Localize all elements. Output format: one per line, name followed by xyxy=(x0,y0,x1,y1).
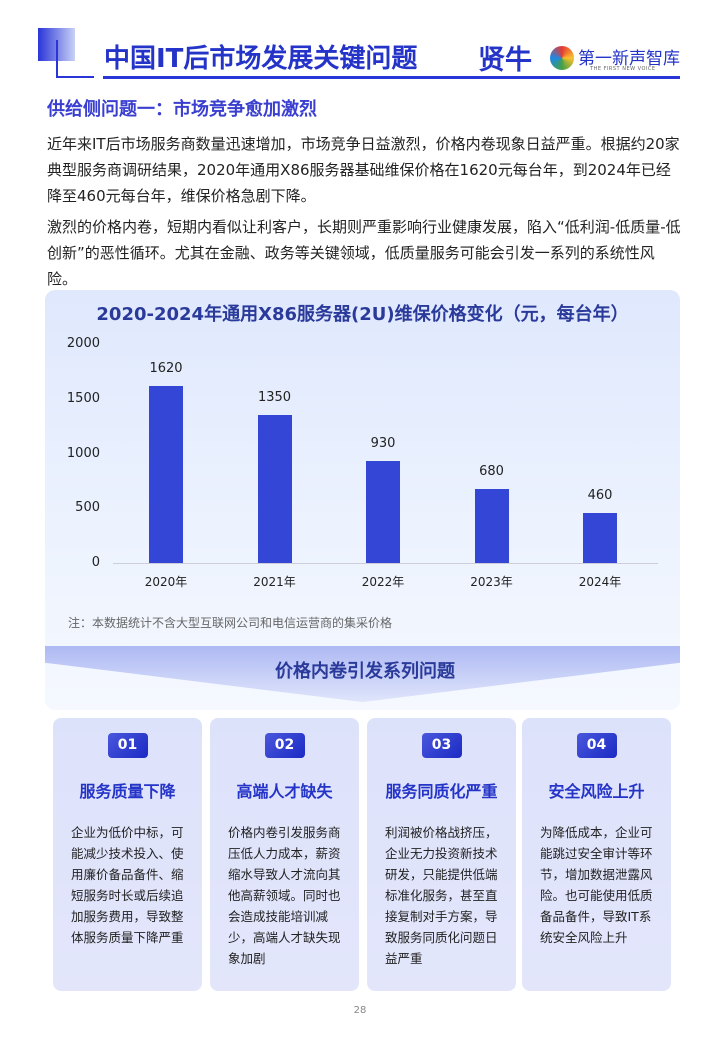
brand-logo: 贤牛 xyxy=(478,45,532,76)
paragraph: 近年来IT后市场服务商数量迅速增加，市场竞争日益激烈，价格内卷现象日益严重。根据… xyxy=(47,135,680,205)
x-tick-label: 2024年 xyxy=(578,575,622,589)
header-decoration-outline xyxy=(56,40,94,78)
issue-card: 01 服务质量下降企业为低价中标，可能减少技术投入、使用廉价备品备件、缩短服务时长… xyxy=(53,718,202,991)
card-number-badge: 03 xyxy=(421,733,462,758)
chart-title: 2020-2024年通用X86服务器(2U)维保价格变化（元，每台年） xyxy=(96,304,629,325)
data-label: 460 xyxy=(587,487,613,503)
chart-note: 注：本数据统计不含大型互联网公司和电信运营商的集采价格 xyxy=(68,616,393,630)
bar xyxy=(257,415,292,563)
logo-subtext: THE FIRST NEW VOICE xyxy=(590,66,656,72)
card-title: 服务质量下降 xyxy=(79,782,176,801)
x-tick-label: 2022年 xyxy=(361,575,405,589)
y-tick-label: 500 xyxy=(75,500,100,516)
data-label: 930 xyxy=(370,436,396,452)
title-underline xyxy=(103,76,680,79)
page-number: 28 xyxy=(353,1005,367,1016)
data-label: 1350 xyxy=(257,390,292,406)
paragraph: 激烈的价格内卷，短期内看似让利客户，长期则严重影响行业健康发展，陷入“低利润-低… xyxy=(47,218,681,288)
card-body: 为降低成本，企业可能跳过安全审计等环节，增加数据泄露风险。也可能使用低质备品备件… xyxy=(540,825,653,945)
y-tick-label: 1500 xyxy=(66,390,100,406)
card-body: 价格内卷引发服务商压低人力成本，薪资缩水导致人才流向其他高薪领域。同时也会造成技… xyxy=(228,825,341,966)
y-tick-label: 0 xyxy=(91,555,100,570)
section-title: 供给侧问题一：市场竞争愈加激烈 xyxy=(47,99,317,120)
y-tick-label: 1000 xyxy=(66,445,100,461)
data-label: 1620 xyxy=(149,360,183,376)
x-tick-label: 2021年 xyxy=(253,575,296,589)
card-title: 服务同质化严重 xyxy=(385,782,498,801)
issue-card: 03 服务同质化严重利润被价格战挤压，企业无力投资新技术研发，只能提供低端标准化服… xyxy=(367,718,516,991)
issue-card: 02 高端人才缺失价格内卷引发服务商压低人力成本，薪资缩水导致人才流向其他高薪领域… xyxy=(210,718,359,991)
card-number-badge: 04 xyxy=(576,733,617,758)
x-tick-label: 2020年 xyxy=(144,575,188,589)
logo-icon xyxy=(550,46,574,70)
card-body: 利润被价格战挤压，企业无力投资新技术研发，只能提供低端标准化服务，甚至直接复制对… xyxy=(385,825,498,966)
page-title: 中国IT后市场发展关键问题 xyxy=(104,44,418,74)
x-axis xyxy=(113,563,658,564)
card-number-badge: 02 xyxy=(264,733,305,758)
card-number-badge: 01 xyxy=(107,733,148,758)
banner-title: 价格内卷引发系列问题 xyxy=(275,661,455,682)
bar xyxy=(149,385,183,563)
bar xyxy=(474,488,509,563)
card-title: 安全风险上升 xyxy=(548,782,645,801)
bar-chart: 2020-2024年通用X86服务器(2U)维保价格变化（元，每台年） 0 500… xyxy=(45,290,680,710)
y-tick-label: 2000 xyxy=(66,336,100,351)
card-title: 高端人才缺失 xyxy=(236,782,333,801)
issue-card: 04 安全风险上升为降低成本，企业可能跳过安全审计等环节，增加数据泄露风险。也可能… xyxy=(522,718,671,991)
logo-text: 第一新声智库 xyxy=(578,49,680,69)
bar xyxy=(366,461,400,563)
data-label: 680 xyxy=(479,463,504,479)
x-tick-label: 2023年 xyxy=(470,575,513,589)
bar xyxy=(583,512,617,563)
card-body: 企业为低价中标，可能减少技术投入、使用廉价备品备件、缩短服务时长或后续追加服务费… xyxy=(71,825,184,945)
